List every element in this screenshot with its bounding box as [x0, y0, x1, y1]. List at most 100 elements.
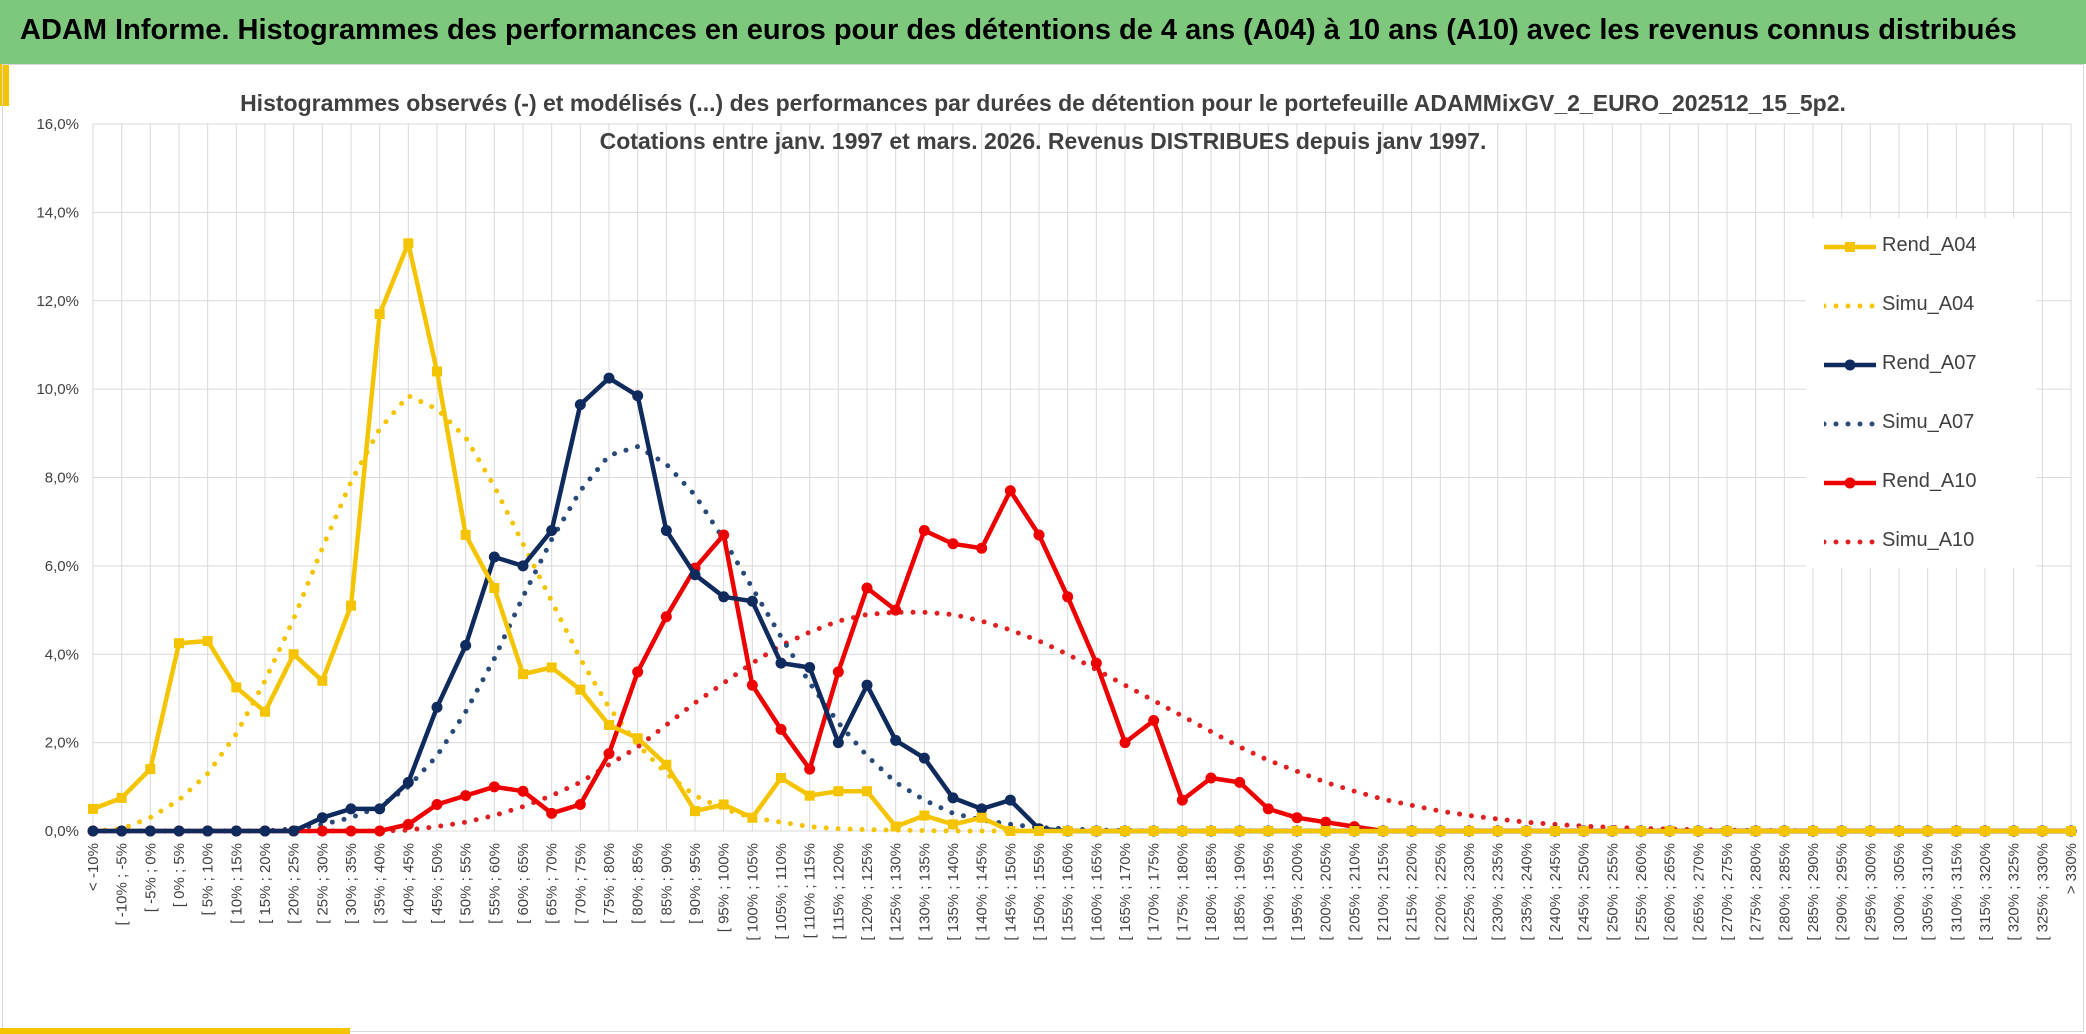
legend-swatch: [1824, 539, 1878, 545]
data-point-marker: [918, 525, 930, 537]
legend-swatch: [1824, 359, 1876, 371]
x-tick-label: [ 115% ; 120%: [830, 843, 847, 939]
x-tick-label: [ 295% ; 300%: [1862, 843, 1879, 941]
data-point-marker: [833, 786, 844, 797]
chart-frame: [2, 64, 2084, 1032]
data-point-marker: [202, 635, 213, 646]
x-tick-label: [ 255% ; 260%: [1633, 843, 1650, 941]
x-tick-label: [ 160% ; 165%: [1088, 843, 1105, 941]
x-tick-label: [ 305% ; 310%: [1920, 843, 1937, 941]
x-tick-label: [ 90% ; 95%: [687, 843, 704, 924]
y-tick-label: 4,0%: [45, 646, 79, 663]
legend-swatch: [1824, 477, 1876, 489]
x-tick-label: [ 145% ; 150%: [1002, 843, 1019, 941]
x-tick-label: [ 165% ; 170%: [1117, 843, 1134, 941]
legend-item-rend-a04: Rend_A04: [1806, 232, 2036, 262]
accent-bar-bottom: [0, 1028, 350, 1034]
x-tick-label: [ 230% ; 235%: [1490, 843, 1507, 941]
data-point-marker: [632, 390, 644, 402]
x-tick-label: [ 245% ; 250%: [1576, 843, 1593, 941]
data-point-marker: [1750, 826, 1761, 836]
data-point-marker: [517, 785, 529, 797]
data-point-marker: [718, 591, 730, 603]
data-point-marker: [1922, 826, 1933, 836]
x-tick-label: [ 55% ; 60%: [486, 843, 503, 924]
data-point-marker: [1292, 826, 1302, 836]
data-point-marker: [862, 786, 872, 797]
data-point-marker: [402, 818, 414, 830]
data-point-marker: [1406, 826, 1417, 836]
data-point-marker: [145, 764, 156, 775]
data-point-marker: [316, 825, 328, 837]
data-point-marker: [231, 682, 242, 693]
x-tick-label: [ 250% ; 255%: [1604, 843, 1621, 941]
legend-item-rend-a07: Rend_A07: [1806, 350, 2036, 380]
series-line: [93, 375, 2071, 834]
legend-label: Rend_A10: [1882, 470, 1977, 492]
data-point-marker: [1722, 826, 1732, 836]
data-point-marker: [1005, 826, 1016, 836]
legend-swatch-marker: [1844, 477, 1856, 489]
x-tick-label: [ 120% ; 125%: [859, 843, 876, 941]
page-title: ADAM Informe. Histogrammes des performan…: [20, 14, 2017, 46]
data-point-marker: [1062, 826, 1073, 836]
x-tick-label: [ 205% ; 210%: [1346, 843, 1363, 941]
data-point-marker: [346, 600, 356, 611]
x-tick-label: [ 150% ; 155%: [1031, 843, 1048, 941]
x-tick-label: [ 315% ; 320%: [1977, 843, 1994, 941]
series-line: [93, 488, 2071, 834]
data-point-marker: [288, 825, 300, 837]
x-tick-label: [ 130% ; 135%: [916, 843, 933, 941]
data-point-marker: [603, 372, 615, 384]
data-point-marker: [1119, 737, 1131, 749]
data-point-marker: [890, 734, 902, 746]
data-point-marker: [775, 723, 787, 735]
data-point-marker: [832, 666, 844, 678]
data-point-marker: [460, 639, 472, 651]
data-point-marker: [1262, 803, 1274, 815]
y-axis-tick-labels: 0,0% 2,0% 4,0% 6,0% 8,0% 10,0% 12,0% 14,0% 16,0%: [36, 116, 79, 840]
data-point-marker: [976, 812, 987, 823]
x-tick-label: [ 240% ; 245%: [1547, 843, 1564, 941]
data-point-marker: [374, 825, 386, 837]
x-tick-label: [ 310% ; 315%: [1948, 843, 1965, 941]
data-point-marker: [374, 309, 385, 320]
header-banner: ADAM Informe. Histogrammes des performan…: [0, 0, 2086, 64]
data-point-marker: [2066, 826, 2076, 836]
x-tick-label: [ 80% ; 85%: [630, 843, 647, 924]
data-point-marker: [431, 798, 443, 810]
x-tick-label: [ 285% ; 290%: [1805, 843, 1822, 941]
y-tick-label: 8,0%: [45, 470, 79, 487]
series-rend-a04: [88, 238, 2076, 836]
series-line: [90, 609, 2074, 834]
data-point-marker: [775, 657, 787, 669]
data-point-marker: [918, 752, 930, 764]
data-point-marker: [689, 569, 701, 581]
x-tick-label: [ 290% ; 295%: [1834, 843, 1851, 941]
x-tick-label: [ 215% ; 220%: [1404, 843, 1421, 941]
data-point-marker: [517, 560, 529, 572]
x-tick-label: [ 275% ; 280%: [1748, 843, 1765, 941]
data-point-marker: [1607, 826, 1618, 836]
data-point-marker: [604, 719, 614, 730]
x-tick-label: [ 170% ; 175%: [1146, 843, 1163, 941]
data-point-marker: [1090, 657, 1102, 669]
data-point-marker: [947, 538, 959, 550]
data-point-marker: [976, 542, 988, 554]
x-tick-label: [ 70% ; 75%: [572, 843, 589, 924]
legend-item-simu-a10: Simu_A10: [1806, 527, 2036, 557]
legend-label: Rend_A04: [1882, 234, 1977, 256]
y-tick-label: 12,0%: [36, 293, 79, 310]
series-layer: [87, 238, 2077, 837]
data-point-marker: [632, 666, 644, 678]
chart-subtitle: Cotations entre janv. 1997 et mars. 2026…: [599, 128, 1487, 154]
x-tick-label: [ 105% ; 110%: [773, 843, 790, 939]
x-tick-label: [ 235% ; 240%: [1518, 843, 1535, 941]
data-point-marker: [260, 706, 270, 717]
data-point-marker: [1062, 591, 1074, 603]
x-tick-label: < -10%: [85, 843, 102, 891]
legend-swatch: [1824, 303, 1878, 309]
data-point-marker: [1836, 826, 1847, 836]
data-point-marker: [88, 803, 98, 814]
data-point-marker: [660, 525, 672, 537]
